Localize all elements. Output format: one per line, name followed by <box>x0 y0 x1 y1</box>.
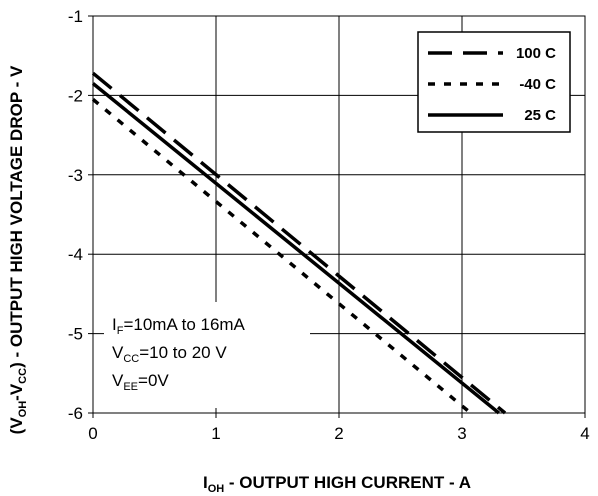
series-line-0 <box>91 71 507 415</box>
y-axis-label-p1: (V <box>7 417 26 435</box>
y-tick-label-3: -4 <box>68 245 83 264</box>
y-tick-label-2: -3 <box>68 166 83 185</box>
y-axis-label-p3: ) - OUTPUT HIGH VOLTAGE DROP - V <box>7 65 26 368</box>
legend-label-2: 25 C <box>524 107 556 124</box>
annotation-sub-2: EE <box>123 381 138 393</box>
series-line-1 <box>91 98 472 415</box>
annotation-main-0: I <box>112 315 117 334</box>
legend-items: 100 C -40 C 25 C <box>428 45 556 124</box>
y-axis-label: (VOH-VCC) - OUTPUT HIGH VOLTAGE DROP - V <box>7 65 29 434</box>
legend: 100 C -40 C 25 C <box>417 31 571 133</box>
y-axis-label-p2: -V <box>7 383 26 401</box>
x-tick-label-1: 1 <box>211 424 220 443</box>
y-axis-label-s2: CC <box>17 368 29 384</box>
y-tick-label-5: -6 <box>68 404 83 423</box>
x-tick-label-4: 4 <box>580 424 589 443</box>
annotation-rest-0: =10mA to 16mA <box>123 315 245 334</box>
y-tick-label-0: -1 <box>68 7 83 26</box>
annotation-rest-1: =10 to 20 V <box>139 343 227 362</box>
x-tick-label-0: 0 <box>88 424 97 443</box>
annotation-line-0: IF=10mA to 16mA <box>112 315 246 337</box>
annotation-main-1: V <box>112 343 124 362</box>
x-axis-label-main: I <box>203 473 208 492</box>
annotation-line-2: VEE=0V <box>112 371 169 393</box>
y-axis-label-s1: OH <box>17 401 29 418</box>
tick-labels: 0 1 2 3 4 -1 -2 -3 -4 -5 -6 <box>68 7 590 443</box>
x-axis-label-rest: - OUTPUT HIGH CURRENT - A <box>224 473 471 492</box>
annotation-main-2: V <box>112 371 124 390</box>
annotation-line-1: VCC=10 to 20 V <box>112 343 227 365</box>
x-tick-label-2: 2 <box>334 424 343 443</box>
series-layer <box>91 71 507 415</box>
annotation-sub-0: F <box>117 325 124 337</box>
annotation-background <box>104 302 310 408</box>
x-axis-label: IOH - OUTPUT HIGH CURRENT - A <box>203 473 471 495</box>
series-line-2 <box>91 82 501 415</box>
x-tick-label-3: 3 <box>457 424 466 443</box>
x-axis-label-sub: OH <box>208 483 225 495</box>
y-tick-label-1: -2 <box>68 86 83 105</box>
annotation-sub-1: CC <box>123 353 139 365</box>
legend-label-1: -40 C <box>519 76 556 93</box>
annotation-rest-2: =0V <box>138 371 169 390</box>
legend-label-0: 100 C <box>516 45 556 62</box>
y-tick-label-4: -5 <box>68 325 83 344</box>
